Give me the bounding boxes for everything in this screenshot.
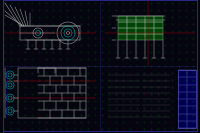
Bar [136, 16, 145, 22]
Bar [118, 28, 127, 34]
Bar [136, 34, 145, 40]
Bar [154, 22, 163, 28]
Bar [154, 28, 163, 34]
Bar [154, 16, 163, 22]
Bar [145, 16, 154, 22]
Bar [136, 34, 145, 40]
Bar [118, 22, 127, 28]
Bar [145, 34, 154, 40]
Bar [154, 34, 163, 40]
Bar [118, 34, 127, 40]
Bar [127, 34, 136, 40]
Bar [118, 28, 127, 34]
Bar [118, 22, 127, 28]
Bar [145, 28, 154, 34]
Bar [154, 22, 163, 28]
Bar [145, 34, 154, 40]
Bar [136, 22, 145, 28]
Bar [18, 68, 86, 118]
Bar [127, 16, 136, 22]
Bar [136, 22, 145, 28]
Bar [178, 70, 196, 128]
Bar [136, 28, 145, 34]
Bar [118, 16, 127, 22]
Bar [136, 16, 145, 22]
Bar [127, 22, 136, 28]
Bar [127, 28, 136, 34]
Bar [136, 28, 145, 34]
Bar [127, 28, 136, 34]
Bar [127, 16, 136, 22]
Bar [127, 22, 136, 28]
Bar [154, 34, 163, 40]
Bar [145, 16, 154, 22]
Bar [154, 16, 163, 22]
Bar [154, 28, 163, 34]
Bar [118, 34, 127, 40]
Bar [118, 16, 127, 22]
Bar [145, 22, 154, 28]
Bar [127, 34, 136, 40]
Bar [145, 22, 154, 28]
Bar [145, 28, 154, 34]
